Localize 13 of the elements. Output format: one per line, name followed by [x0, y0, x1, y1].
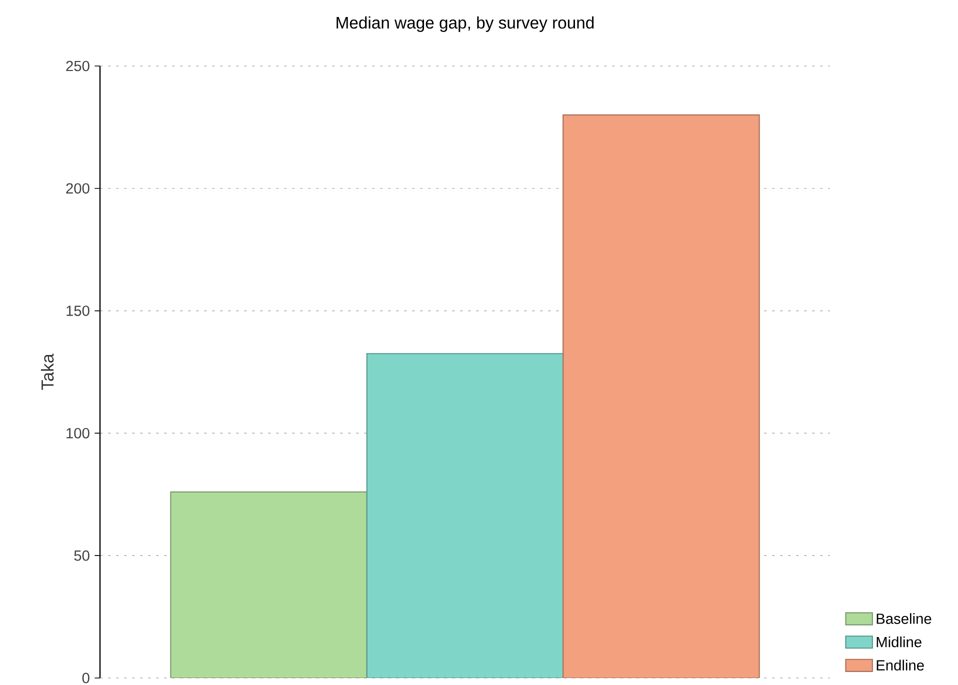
chart-title: Median wage gap, by survey round	[336, 16, 594, 32]
bar	[562, 114, 760, 678]
y-tick-label: 200	[66, 183, 90, 194]
legend-label: Endline	[876, 660, 924, 671]
y-tick-label: 250	[66, 60, 90, 72]
y-tick-label: 50	[74, 550, 90, 561]
legend-label: Baseline	[876, 613, 932, 624]
y-axis-title: Taka	[40, 354, 54, 390]
y-tick-label: 150	[66, 306, 90, 316]
bar	[170, 491, 368, 678]
y-tick-label: 100	[66, 428, 90, 438]
legend-label: Midline	[876, 636, 922, 648]
y-tick-label: 0	[82, 672, 90, 684]
